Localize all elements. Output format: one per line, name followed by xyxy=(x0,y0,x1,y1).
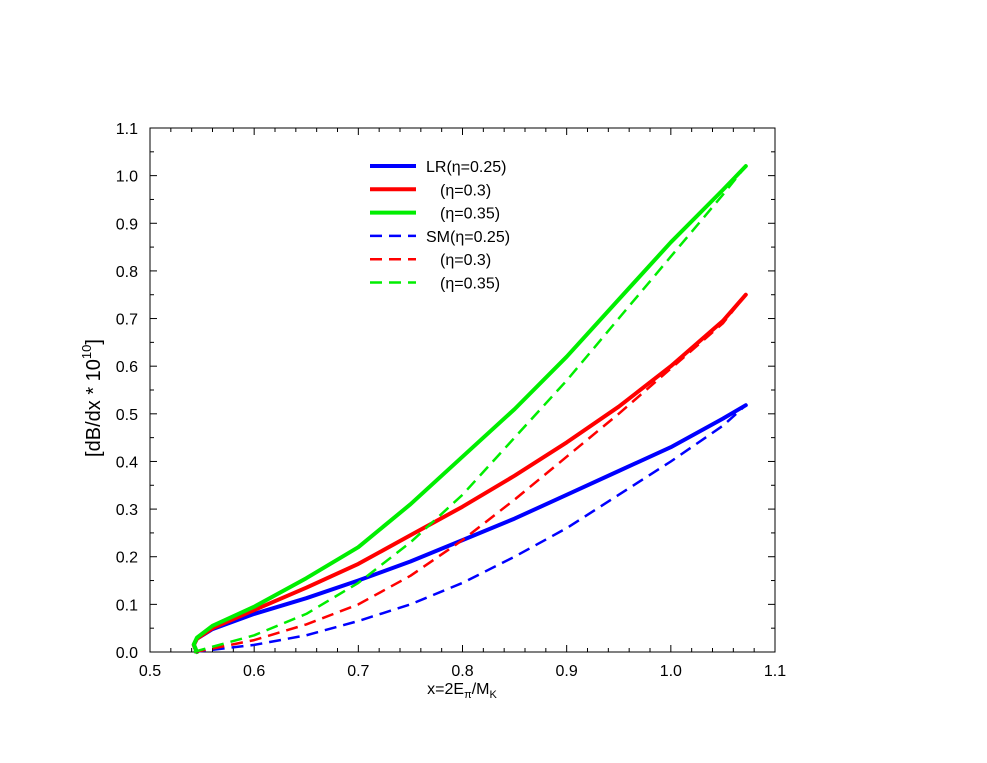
y-tick-label: 0.3 xyxy=(116,502,138,519)
series-line-3 xyxy=(193,404,747,654)
x-tick-label: 0.8 xyxy=(451,663,473,680)
legend-label-1: (η=0.3) xyxy=(440,182,491,199)
y-tick-label: 0.6 xyxy=(116,359,138,376)
x-tick-label: 1.0 xyxy=(660,663,682,680)
series-line-5 xyxy=(193,165,747,654)
legend-label-3: SM(η=0.25) xyxy=(426,229,510,246)
x-tick-label: 0.9 xyxy=(556,663,578,680)
legend-label-2: (η=0.35) xyxy=(440,206,500,223)
legend-label-0: LR(η=0.25) xyxy=(426,159,507,176)
y-tick-label: 0.5 xyxy=(116,407,138,424)
y-tick-label: 0.2 xyxy=(116,550,138,567)
y-tick-label: 0.4 xyxy=(116,454,138,471)
x-axis-title-sub2: K xyxy=(489,689,497,701)
series-layer xyxy=(191,164,748,654)
y-axis-title-end: ] xyxy=(83,339,105,345)
x-tick-label: 0.5 xyxy=(139,663,161,680)
x-axis-title-sub1: π xyxy=(464,689,472,701)
y-axis-title-base: [dB/dx * 10 xyxy=(83,359,105,457)
y-axis-title: [dB/dx * 1010] xyxy=(79,339,105,457)
series-line-2 xyxy=(191,164,748,654)
y-tick-label: 0.0 xyxy=(116,645,138,662)
legend-label-5: (η=0.35) xyxy=(440,276,500,293)
y-tick-label: 1.1 xyxy=(116,121,138,138)
series-line-4 xyxy=(193,293,747,654)
x-axis-title: x=2Eπ/MK xyxy=(427,681,497,701)
series-line-0 xyxy=(191,403,748,654)
y-tick-label: 1.0 xyxy=(116,169,138,186)
x-axis-title-base: x=2E xyxy=(427,681,464,698)
x-tick-label: 1.1 xyxy=(764,663,786,680)
axis-ticks: 0.5 0.6 0.7 0.8 0.9 1.0 1.1 0.0 0.1 0.2 0.3 0.4 0.5 0… xyxy=(116,121,786,680)
y-axis-title-sup: 10 xyxy=(79,345,94,359)
legend: LR(η=0.25) (η=0.3) (η=0.35) SM(η=0.25) (η=0.… xyxy=(370,159,510,293)
y-tick-label: 0.1 xyxy=(116,597,138,614)
x-tick-label: 0.7 xyxy=(347,663,369,680)
series-line-1 xyxy=(191,292,748,654)
y-tick-label: 0.8 xyxy=(116,264,138,281)
y-tick-label: 0.9 xyxy=(116,216,138,233)
legend-label-4: (η=0.3) xyxy=(440,252,491,269)
x-axis-title-mid: /M xyxy=(472,681,490,698)
x-tick-label: 0.6 xyxy=(243,663,265,680)
y-tick-label: 0.7 xyxy=(116,312,138,329)
